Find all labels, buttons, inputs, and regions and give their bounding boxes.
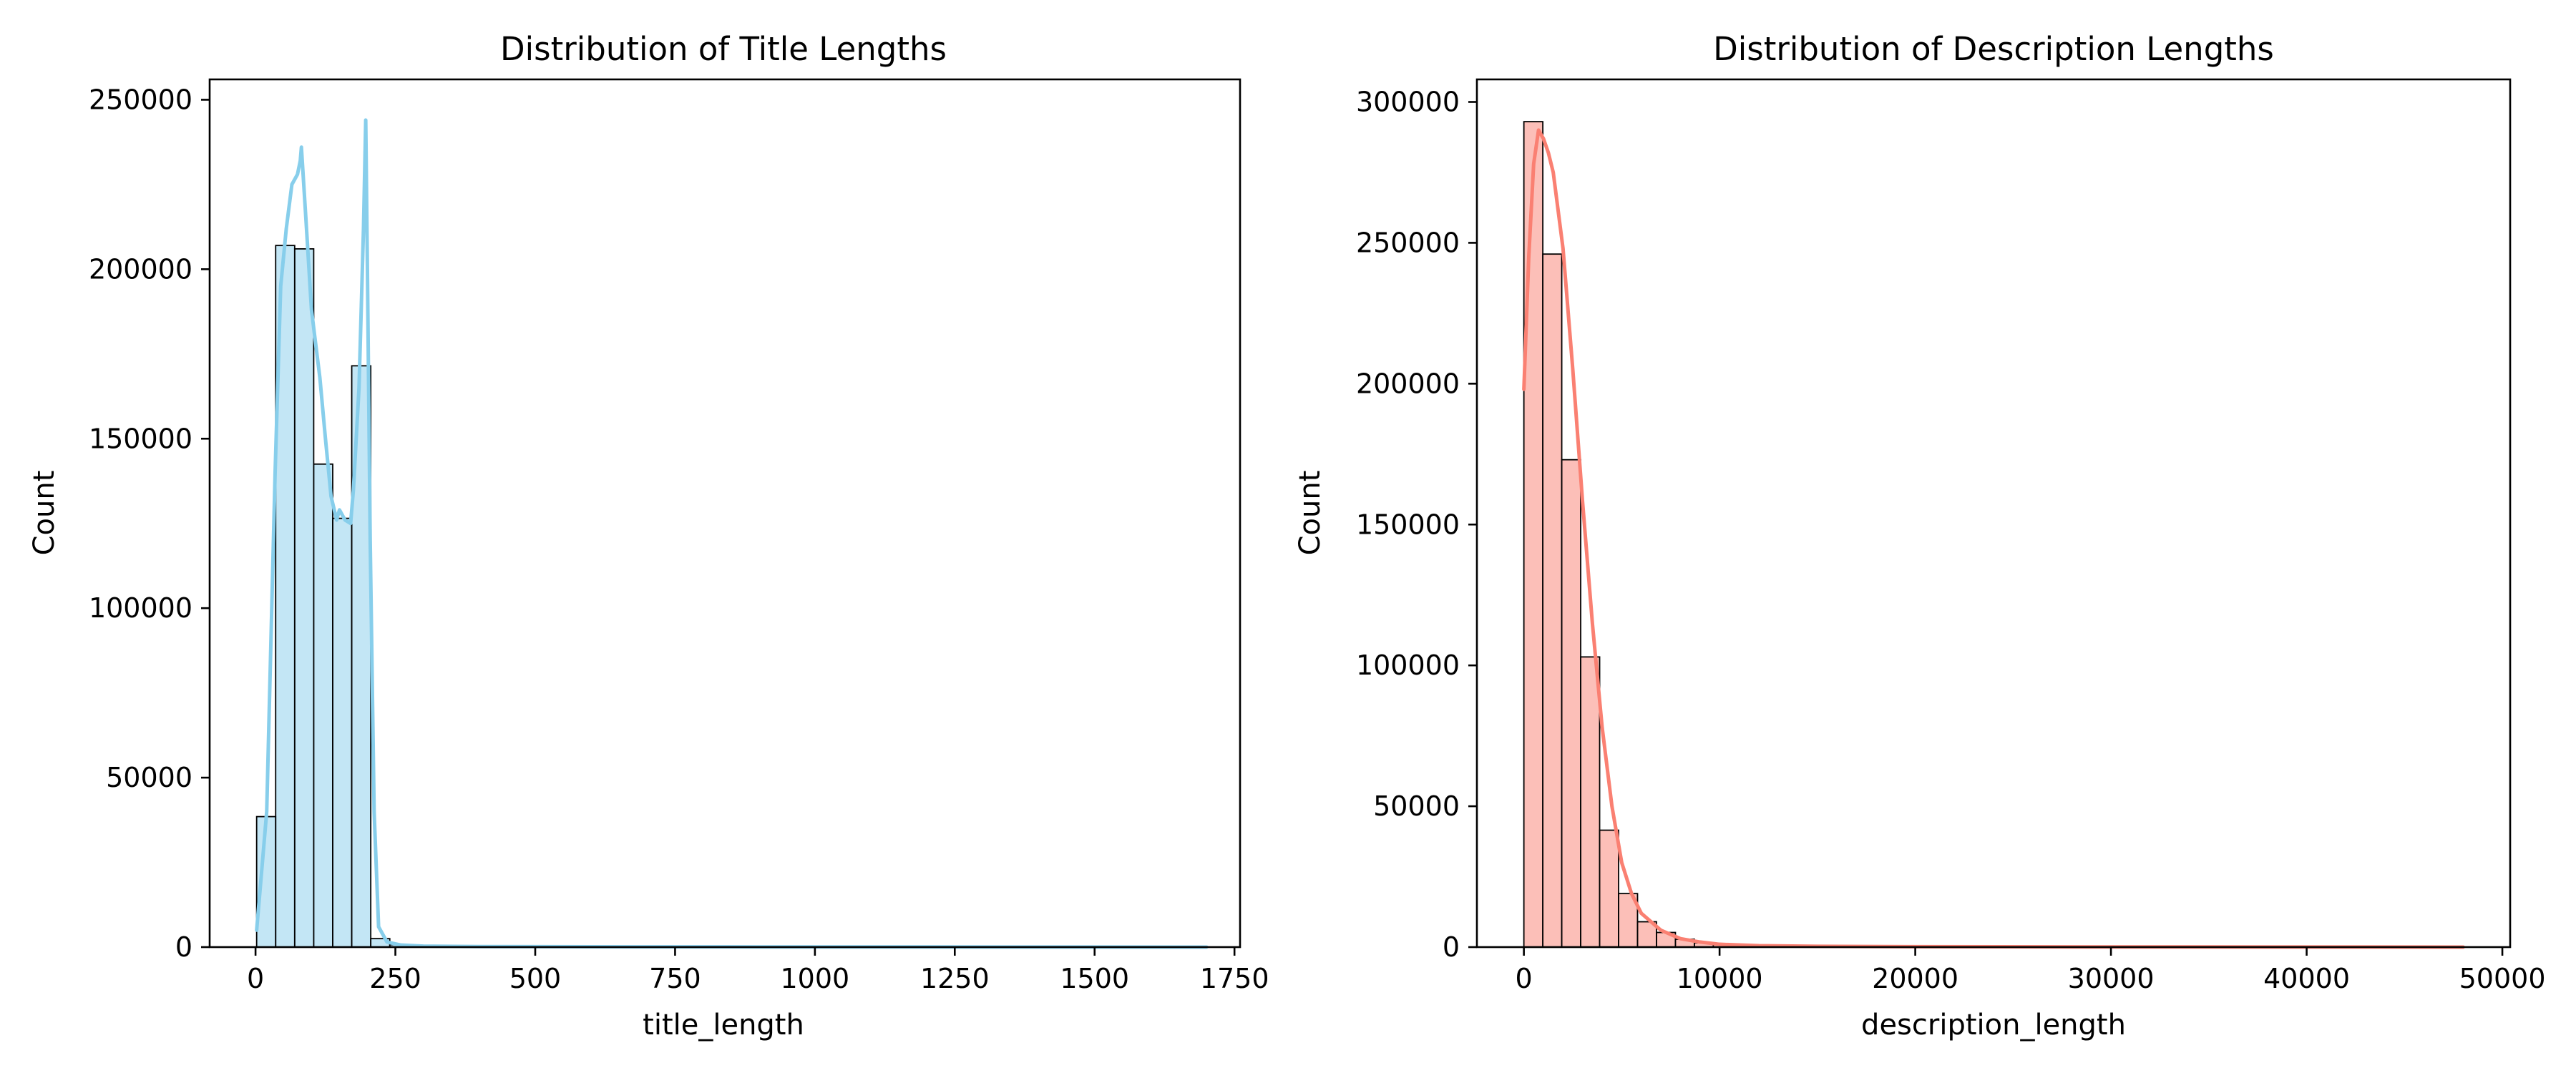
x-tick-label: 0: [247, 963, 264, 994]
histogram-bar: [1561, 459, 1581, 948]
y-tick-label: 100000: [89, 592, 192, 624]
x-tick-label: 20000: [1872, 963, 1958, 994]
y-tick-label: 300000: [1356, 87, 1460, 118]
y-axis-label: Count: [1294, 471, 1327, 556]
plot-frame: [1475, 78, 2512, 949]
histogram-bar: [313, 463, 333, 948]
plot-frame: [208, 78, 1241, 949]
chart-title: Distribution of Description Lengths: [1713, 30, 2274, 68]
x-tick-label: 10000: [1677, 963, 1763, 994]
y-tick-label: 150000: [1356, 509, 1460, 540]
x-tick-label: 40000: [2263, 963, 2350, 994]
x-tick-label: 250: [369, 963, 421, 994]
chart-title: Distribution of Title Lengths: [500, 30, 947, 68]
x-tick-label: 0: [1516, 963, 1533, 994]
x-axis-label: title_length: [643, 1009, 804, 1042]
x-axis-ticks: 0 250 500 750 1000 1250 1500 1750: [247, 947, 1269, 994]
y-tick-label: 200000: [89, 253, 192, 285]
y-tick-label: 0: [1443, 931, 1460, 963]
y-tick-label: 50000: [1373, 790, 1460, 822]
y-axis-ticks: 0 50000 100000 150000 200000 250000 300000: [1356, 87, 1477, 963]
histogram-bar: [1599, 829, 1619, 948]
x-tick-label: 1250: [920, 963, 990, 994]
y-tick-label: 200000: [1356, 368, 1460, 399]
y-tick-label: 0: [175, 931, 192, 963]
histogram-bar: [1523, 121, 1544, 948]
kde-curve: [1522, 128, 2465, 949]
x-tick-label: 50000: [2459, 963, 2546, 994]
histogram-bar: [1580, 656, 1601, 948]
y-tick-label: 250000: [89, 84, 192, 115]
y-tick-label: 50000: [106, 762, 192, 793]
histogram-bar: [1542, 253, 1563, 948]
title-length-histogram-panel: Distribution of Title Lengths 0 250 500 750…: [28, 30, 1269, 1042]
x-tick-label: 30000: [2068, 963, 2155, 994]
y-tick-label: 100000: [1356, 650, 1460, 681]
x-axis-label: description_length: [1861, 1009, 2126, 1042]
y-axis-label: Count: [28, 471, 61, 556]
y-tick-label: 150000: [89, 423, 192, 454]
x-tick-label: 750: [649, 963, 701, 994]
y-axis-ticks: 0 50000 100000 150000 200000 250000: [89, 84, 210, 963]
x-axis-ticks: 0 10000 20000 30000 40000 50000: [1516, 947, 2546, 994]
kde-curve-group: [1522, 128, 2465, 949]
histogram-bar: [332, 517, 353, 948]
x-tick-label: 1500: [1060, 963, 1129, 994]
x-tick-label: 1750: [1200, 963, 1269, 994]
y-tick-label: 250000: [1356, 227, 1460, 258]
x-tick-label: 500: [509, 963, 562, 994]
x-tick-label: 1000: [781, 963, 850, 994]
description-length-histogram-panel: Distribution of Description Lengths 0 100…: [1294, 30, 2546, 1042]
histogram-bar: [293, 248, 315, 948]
